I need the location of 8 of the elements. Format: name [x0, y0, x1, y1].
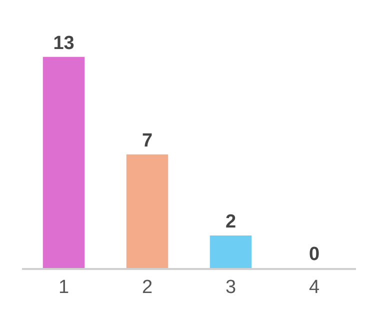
data-label: 2	[225, 212, 236, 233]
x-tick-label: 1	[58, 276, 70, 298]
x-tick-label: 3	[225, 276, 236, 298]
x-tick-label: 2	[142, 276, 153, 298]
x-tick-label: 4	[308, 276, 320, 298]
data-label: 0	[308, 244, 320, 265]
data-label: 7	[142, 130, 153, 152]
data-label: 13	[53, 32, 74, 54]
